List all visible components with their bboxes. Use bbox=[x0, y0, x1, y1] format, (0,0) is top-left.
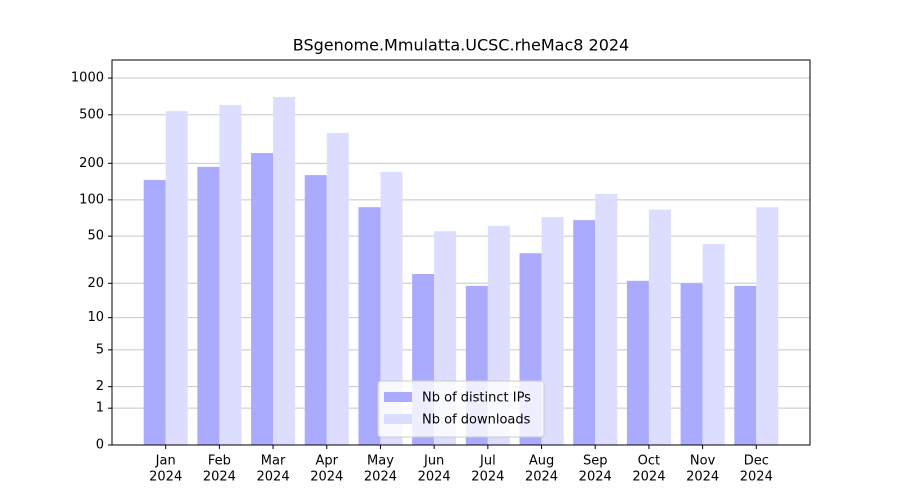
x-tick-label: 2024 bbox=[686, 470, 719, 485]
x-tick-label: Mar bbox=[261, 454, 286, 469]
bar bbox=[626, 280, 649, 445]
x-tick-label: Apr bbox=[316, 454, 339, 469]
bar bbox=[702, 244, 725, 445]
y-tick-label: 5 bbox=[96, 342, 104, 357]
legend-box bbox=[377, 380, 545, 438]
x-tick-label: 2024 bbox=[632, 470, 665, 485]
plot-frame bbox=[111, 59, 811, 446]
legend-swatch bbox=[384, 414, 412, 424]
legend-label: Nb of downloads bbox=[422, 413, 531, 428]
bar bbox=[573, 220, 596, 445]
y-tick-label: 500 bbox=[79, 107, 104, 122]
x-tick-label: Aug bbox=[529, 454, 554, 469]
bar bbox=[595, 193, 618, 445]
y-tick-label: 20 bbox=[87, 276, 104, 291]
bar bbox=[197, 166, 220, 445]
bar bbox=[326, 132, 349, 445]
x-tick-label: Oct bbox=[638, 454, 660, 469]
legend: Nb of distinct IPs Nb of downloads bbox=[377, 380, 545, 438]
x-tick-label: 2024 bbox=[149, 470, 182, 485]
bar bbox=[734, 285, 757, 445]
x-tick-label: 2024 bbox=[579, 470, 612, 485]
y-tick-label: 100 bbox=[79, 192, 104, 207]
x-tick-label: Dec bbox=[744, 454, 769, 469]
y-tick-label: 200 bbox=[79, 156, 104, 171]
x-tick-label: Sep bbox=[583, 454, 608, 469]
bar bbox=[648, 209, 671, 445]
x-tick-label: 2024 bbox=[364, 470, 397, 485]
y-tick-label: 1 bbox=[96, 401, 104, 416]
x-tick-label: Jun bbox=[423, 454, 444, 469]
x-tick-label: Jul bbox=[479, 454, 496, 469]
y-tick-label: 0 bbox=[96, 438, 104, 453]
x-tick-label: 2024 bbox=[418, 470, 451, 485]
bar bbox=[219, 104, 242, 446]
x-tick-label: 2024 bbox=[257, 470, 290, 485]
legend-swatch bbox=[384, 392, 412, 402]
x-tick-label: Feb bbox=[208, 454, 231, 469]
x-tick-label: Nov bbox=[690, 454, 716, 469]
bar bbox=[304, 175, 327, 445]
bar bbox=[756, 207, 779, 445]
y-tick-label: 50 bbox=[87, 229, 104, 244]
y-tick-label: 1000 bbox=[71, 71, 104, 86]
x-tick-label: 2024 bbox=[525, 470, 558, 485]
bar bbox=[380, 171, 403, 446]
x-tick-label: 2024 bbox=[740, 470, 773, 485]
bar bbox=[680, 283, 703, 445]
bar bbox=[143, 179, 166, 445]
bar bbox=[165, 111, 188, 446]
x-tick-label: May bbox=[367, 454, 394, 469]
y-tick-label: 10 bbox=[87, 310, 104, 325]
x-tick-label: 2024 bbox=[203, 470, 236, 485]
bar bbox=[358, 207, 381, 445]
x-tick-label: 2024 bbox=[310, 470, 343, 485]
bar bbox=[251, 153, 274, 445]
chart-title: BSgenome.Mmulatta.UCSC.rheMac8 2024 bbox=[293, 36, 629, 55]
legend-label: Nb of distinct IPs bbox=[422, 391, 531, 406]
x-tick-label: Jan bbox=[155, 454, 176, 469]
y-tick-label: 2 bbox=[96, 379, 104, 394]
bar bbox=[273, 96, 296, 446]
bar bbox=[541, 217, 564, 445]
x-tick-label: 2024 bbox=[471, 470, 504, 485]
